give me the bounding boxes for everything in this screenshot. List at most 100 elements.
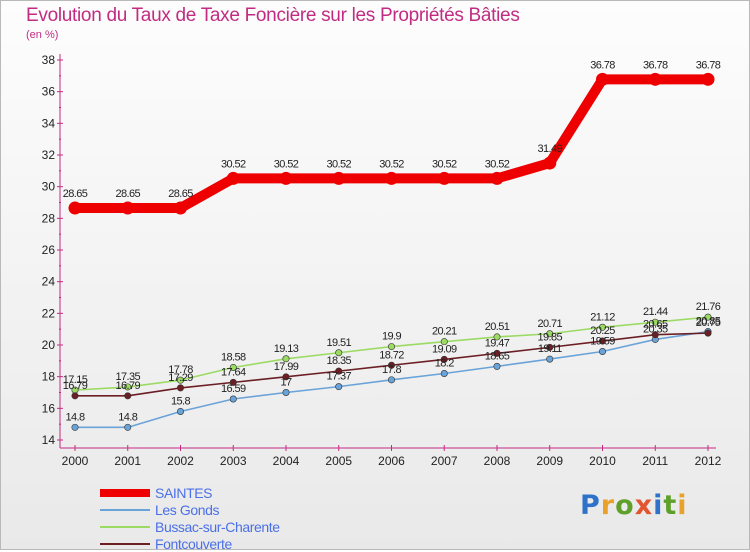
y-tick-label: 30 xyxy=(42,180,56,194)
data-label: 19.11 xyxy=(538,343,562,355)
data-label: 36.78 xyxy=(643,59,668,71)
data-point xyxy=(440,369,448,377)
legend-item: SAINTES xyxy=(100,484,280,501)
x-tick-label: 2008 xyxy=(484,454,511,468)
legend-item: Fontcouverte xyxy=(100,535,280,552)
data-point xyxy=(335,367,343,375)
data-point xyxy=(71,392,79,400)
data-label: 18.35 xyxy=(326,355,351,367)
x-tick-label: 2012 xyxy=(695,454,722,468)
data-point xyxy=(335,349,343,357)
data-label: 30.52 xyxy=(379,158,404,170)
data-label: 19.85 xyxy=(537,331,562,343)
x-tick-label: 2003 xyxy=(220,454,247,468)
data-label: 19.9 xyxy=(382,331,401,343)
data-label: 20.75 xyxy=(696,317,721,329)
logo-letter: i xyxy=(653,490,664,521)
data-point xyxy=(598,323,606,331)
data-point xyxy=(68,201,82,215)
data-label: 14.8 xyxy=(118,411,137,423)
data-label: 19.09 xyxy=(432,343,457,355)
data-point xyxy=(598,347,606,355)
data-label: 21.44 xyxy=(643,306,668,318)
legend-swatch xyxy=(100,542,150,545)
data-label: 28.65 xyxy=(63,188,88,200)
data-label: 30.52 xyxy=(485,158,510,170)
data-point xyxy=(177,407,185,415)
data-label: 17.64 xyxy=(221,366,246,378)
data-label: 20.85 xyxy=(696,316,721,328)
y-tick-label: 28 xyxy=(42,211,56,225)
x-tick-label: 2001 xyxy=(114,454,141,468)
data-label: 36.78 xyxy=(696,59,721,71)
data-label: 20.35 xyxy=(643,323,668,335)
x-tick-label: 2011 xyxy=(642,454,668,468)
data-point xyxy=(387,376,395,384)
y-unit-label: (en %) xyxy=(26,29,59,41)
data-point xyxy=(546,330,554,338)
proxiti-logo: Proxiti xyxy=(580,490,688,521)
data-label: 17 xyxy=(280,377,292,389)
y-tick-label: 34 xyxy=(42,116,56,130)
x-tick-label: 2010 xyxy=(589,454,616,468)
data-label: 15.8 xyxy=(171,396,190,408)
data-point xyxy=(177,384,185,392)
y-tick-label: 38 xyxy=(42,53,56,67)
y-tick-label: 26 xyxy=(42,243,56,257)
data-point xyxy=(704,329,712,337)
data-point xyxy=(490,171,504,185)
data-label: 30.52 xyxy=(432,158,457,170)
data-point xyxy=(651,318,659,326)
data-point xyxy=(598,337,606,345)
data-point xyxy=(493,333,501,341)
legend-item: Bussac-sur-Charente xyxy=(100,518,280,535)
data-point xyxy=(282,373,290,381)
data-point xyxy=(282,388,290,396)
data-label: 17.8 xyxy=(382,364,401,376)
data-point xyxy=(437,171,451,185)
logo-letter: i xyxy=(677,490,688,521)
data-point xyxy=(651,331,659,339)
data-point xyxy=(546,355,554,363)
data-label: 30.52 xyxy=(274,158,299,170)
data-point xyxy=(174,201,187,215)
x-tick-label: 2006 xyxy=(378,454,405,468)
y-tick-label: 22 xyxy=(42,306,56,320)
data-label: 18.2 xyxy=(435,358,454,370)
logo-letter: r xyxy=(600,490,616,521)
data-label: 17.35 xyxy=(115,371,140,383)
data-point xyxy=(177,376,185,384)
data-point xyxy=(704,313,712,321)
data-label: 16.59 xyxy=(221,383,246,395)
legend-swatch xyxy=(100,525,150,528)
x-tick-label: 2000 xyxy=(62,454,89,468)
data-point xyxy=(121,201,135,215)
y-tick-label: 20 xyxy=(42,338,56,352)
data-point xyxy=(440,355,448,363)
data-point xyxy=(282,355,290,363)
data-point xyxy=(332,171,346,185)
data-label: 19.13 xyxy=(274,343,299,355)
data-label: 19.59 xyxy=(590,335,615,347)
data-label: 17.99 xyxy=(274,361,299,373)
data-point xyxy=(546,343,554,351)
data-label: 28.65 xyxy=(168,188,193,200)
legend-label: Les Gonds xyxy=(155,501,220,518)
data-point xyxy=(543,156,557,170)
data-point xyxy=(71,423,79,431)
data-point xyxy=(385,171,398,185)
data-point xyxy=(440,338,448,346)
data-point xyxy=(387,361,395,369)
data-label: 36.78 xyxy=(590,59,615,71)
data-point xyxy=(387,343,395,351)
data-label: 20.71 xyxy=(537,318,562,330)
data-point xyxy=(124,383,132,391)
y-tick-label: 14 xyxy=(42,433,56,447)
logo-letter: P xyxy=(580,490,601,521)
data-label: 18.58 xyxy=(221,351,246,363)
x-tick-label: 2002 xyxy=(167,454,194,468)
y-tick-label: 18 xyxy=(42,370,56,384)
data-point xyxy=(229,363,237,371)
data-label: 30.52 xyxy=(326,158,351,170)
